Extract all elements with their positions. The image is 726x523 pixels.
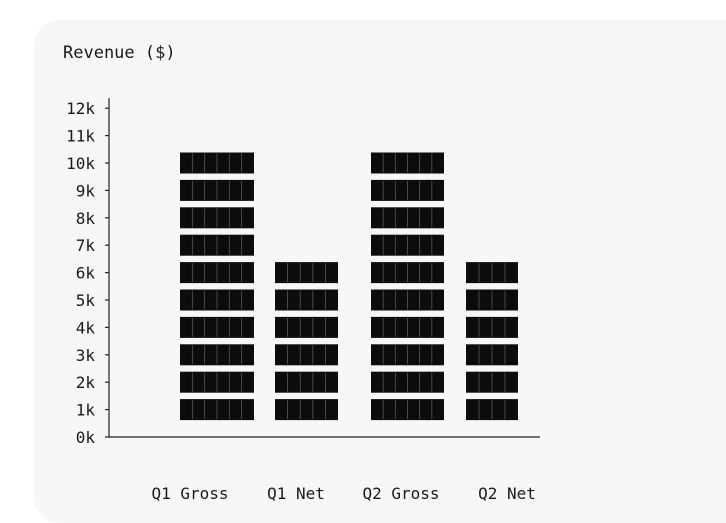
- y-axis: 0k 1k 2k 3k 4k 5k 6k 7k 8k 9k 10k 11k 12k: [66, 98, 110, 447]
- bar-segment: [275, 289, 338, 311]
- y-tick-label: 3k: [76, 346, 96, 365]
- bars: [180, 152, 518, 421]
- bar: [275, 262, 338, 421]
- x-category-label: Q1 Net: [267, 484, 325, 503]
- bar-segment: [275, 399, 338, 421]
- y-tick-label: 9k: [76, 181, 96, 200]
- y-tick-label: 7k: [76, 236, 96, 255]
- y-tick-label: 4k: [76, 318, 96, 337]
- y-tick-label: 5k: [76, 291, 96, 310]
- bar-segment: [275, 371, 338, 393]
- x-category-label: Q1 Gross: [151, 484, 228, 503]
- y-tick-label: 0k: [76, 428, 96, 447]
- bar-segment: [275, 316, 338, 338]
- y-tick-label: 12k: [66, 99, 95, 118]
- bar: [180, 152, 254, 421]
- y-tick-label: 2k: [76, 373, 96, 392]
- x-axis: Q1 Gross Q1 Net Q2 Gross Q2 Net: [109, 436, 540, 503]
- y-tick-label: 6k: [76, 264, 96, 283]
- bar: [466, 262, 518, 421]
- chart-title: Revenue ($): [63, 43, 176, 63]
- bar-segment: [275, 344, 338, 366]
- y-tick-label: 10k: [66, 154, 95, 173]
- bar: [371, 152, 444, 421]
- y-tick-label: 8k: [76, 209, 96, 228]
- bar-segment: [275, 262, 338, 284]
- x-category-label: Q2 Net: [478, 484, 536, 503]
- x-category-label: Q2 Gross: [362, 484, 439, 503]
- y-tick-label: 11k: [66, 127, 95, 146]
- y-tick-label: 1k: [76, 401, 96, 420]
